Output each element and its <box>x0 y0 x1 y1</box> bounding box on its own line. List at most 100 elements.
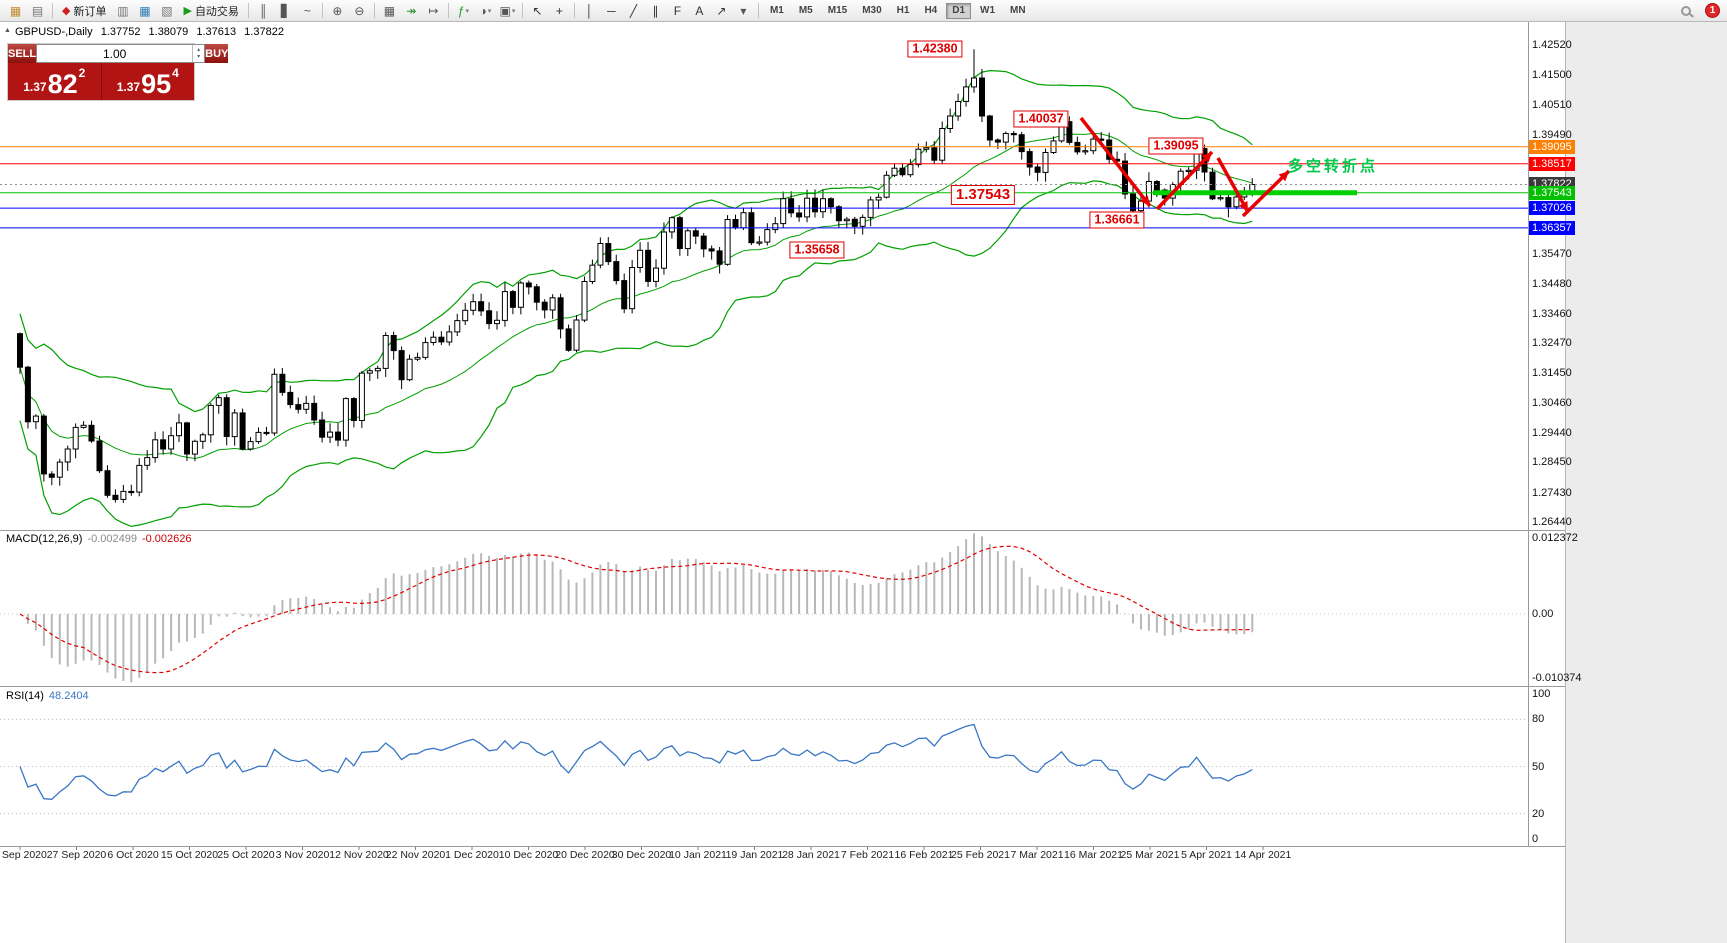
auto-scroll-icon[interactable]: ↠ <box>401 2 422 20</box>
templates-button-dropdown-icon[interactable]: ▾ <box>511 7 516 15</box>
cursor-icon[interactable]: ↖ <box>527 2 548 20</box>
navigator-icon[interactable]: ▧ <box>156 2 177 20</box>
fibonacci-glyph: F <box>673 3 682 18</box>
timeframe-m15[interactable]: M15 <box>827 5 848 16</box>
candlestick-chart-type-icon[interactable]: ▋ <box>275 2 296 20</box>
right-panel <box>1565 22 1727 943</box>
profiles-glyph: ▤ <box>31 3 44 18</box>
bar-chart-type-icon[interactable]: ║ <box>253 2 274 20</box>
sell-price-big: 82 <box>47 69 78 99</box>
new-order-button[interactable]: ◆ 新订单 <box>57 2 111 20</box>
timeframe-h4[interactable]: H4 <box>924 5 938 16</box>
toolbar-separator <box>321 3 323 18</box>
buy-button[interactable]: BUY <box>205 44 229 63</box>
cursor-glyph: ↖ <box>532 3 543 18</box>
timeframe-w1[interactable]: W1 <box>980 5 996 16</box>
zoom-in-icon[interactable]: ⊕ <box>327 2 348 20</box>
toolbar-separator <box>447 3 449 18</box>
open-value: 1.37752 <box>100 26 141 38</box>
macd-pane <box>0 533 1528 683</box>
text-icon[interactable]: A <box>689 2 710 20</box>
trendline-icon[interactable]: ╱ <box>623 2 644 20</box>
macd-name: MACD(12,26,9) <box>6 533 83 545</box>
auto-trading-glyph: ▶ <box>183 5 192 17</box>
horizontal-line-icon[interactable]: ─ <box>601 2 622 20</box>
periods-button-dropdown-icon[interactable]: ▾ <box>487 7 492 15</box>
chart-background <box>0 22 1565 943</box>
toolbar-separator <box>521 3 523 18</box>
horizontal-line-glyph: ─ <box>607 3 616 18</box>
periods-button[interactable]: ◑ ▾ <box>475 2 496 20</box>
toolbar: ▦ ▤ ◆ 新订单 ▥ ▦ ▧ ▶ 自动交易 ║ ▋ ~ ⊕ ⊖ ▦ ↠ ↦ ƒ ▾ ◑ ▾ ▣ ▾ ↖ + │ ─ ╱ ∥ F A ↗ ▾ M1… <box>0 0 1727 22</box>
crosshair-glyph: + <box>555 3 563 18</box>
tile-windows-glyph: ▦ <box>383 3 396 18</box>
timeframe-mn[interactable]: MN <box>1010 5 1026 16</box>
arrows-icon[interactable]: ↗ <box>711 2 732 20</box>
fibonacci-icon[interactable]: F <box>667 2 688 20</box>
indicators-button[interactable]: ƒ ▾ <box>453 2 474 20</box>
navigator-glyph: ▧ <box>161 3 173 18</box>
zoom-in-glyph: ⊕ <box>332 3 343 18</box>
auto-trading-button-label: 自动交易 <box>194 5 239 18</box>
sell-price[interactable]: 1.37 82 2 <box>8 63 102 100</box>
charts-icon[interactable]: ▥ <box>112 2 133 20</box>
chart-ohlc-header: GBPUSD-,Daily 1.37752 1.38079 1.37613 1.… <box>15 26 289 38</box>
timeframe-h1[interactable]: H1 <box>896 5 910 16</box>
trend-arrow[interactable] <box>1079 116 1152 208</box>
channel-icon[interactable]: ∥ <box>645 2 666 20</box>
timeframe-m5[interactable]: M5 <box>798 5 813 16</box>
indicators-button-dropdown-icon[interactable]: ▾ <box>465 7 470 15</box>
auto-trading-button[interactable]: ▶ 自动交易 <box>178 2 243 20</box>
volume-field: ▴ ▾ <box>36 44 206 63</box>
auto-scroll-glyph: ↠ <box>406 3 417 18</box>
one-click-toggle-icon[interactable]: ▲ <box>4 27 11 34</box>
tile-windows-icon[interactable]: ▦ <box>379 2 400 20</box>
buy-price[interactable]: 1.37 95 4 <box>102 63 195 100</box>
spinner-down-icon[interactable]: ▾ <box>197 53 201 60</box>
rsi-line <box>19 723 1253 800</box>
buy-price-big: 95 <box>141 69 172 99</box>
vertical-line-glyph: │ <box>585 3 594 18</box>
volume-input[interactable] <box>37 45 193 62</box>
new-order-glyph: ◆ <box>62 5 71 17</box>
rsi-name: RSI(14) <box>6 690 44 702</box>
one-click-trading-panel: SELL ▴ ▾ BUY 1.37 82 2 1.37 95 4 <box>8 44 229 100</box>
new-chart-icon[interactable]: ▦ <box>5 2 26 20</box>
pivot-point-label[interactable]: 多空转折点 <box>1288 158 1379 175</box>
notification-badge[interactable]: 1 <box>1705 3 1720 18</box>
macd-pane-label: MACD(12,26,9) -0.002499 -0.002626 <box>6 533 192 545</box>
buy-price-small: 1.37 <box>116 80 141 94</box>
trend-arrow[interactable] <box>1155 150 1214 211</box>
trend-arrow[interactable] <box>1241 169 1291 218</box>
timeframe-m30[interactable]: M30 <box>862 5 882 16</box>
rsi-value: 48.2404 <box>48 690 89 702</box>
templates-button[interactable]: ▣ ▾ <box>497 2 518 20</box>
low-value: 1.37613 <box>196 26 237 38</box>
trend-arrow[interactable] <box>1216 157 1250 213</box>
chart-shift-icon[interactable]: ↦ <box>423 2 444 20</box>
vertical-line-icon[interactable]: │ <box>579 2 600 20</box>
bollinger-middle-band <box>19 132 1253 460</box>
zoom-out-icon[interactable]: ⊖ <box>349 2 370 20</box>
volume-spinner[interactable]: ▴ ▾ <box>192 45 204 62</box>
new-chart-glyph: ▦ <box>9 3 22 18</box>
search-icon[interactable] <box>1681 5 1691 16</box>
trendline-glyph: ╱ <box>629 3 638 18</box>
line-chart-type-icon[interactable]: ~ <box>297 2 318 20</box>
profiles-icon[interactable]: ▤ <box>27 2 48 20</box>
market-watch-icon[interactable]: ▦ <box>134 2 155 20</box>
shapes-dropdown-glyph: ▾ <box>740 3 747 18</box>
timeframe-d1[interactable]: D1 <box>946 2 972 19</box>
bollinger-upper-band <box>19 69 1253 413</box>
shapes-dropdown-icon[interactable]: ▾ <box>733 2 754 20</box>
sell-price-sup: 2 <box>78 66 86 80</box>
crosshair-icon[interactable]: + <box>549 2 570 20</box>
sell-button[interactable]: SELL <box>8 44 37 63</box>
spinner-up-icon[interactable]: ▴ <box>197 46 201 53</box>
timeframe-m1[interactable]: M1 <box>769 5 784 16</box>
line-chart-type-glyph: ~ <box>303 3 311 18</box>
charts-glyph: ▥ <box>117 3 129 18</box>
zoom-out-glyph: ⊖ <box>354 3 365 18</box>
text-glyph: A <box>695 3 704 18</box>
